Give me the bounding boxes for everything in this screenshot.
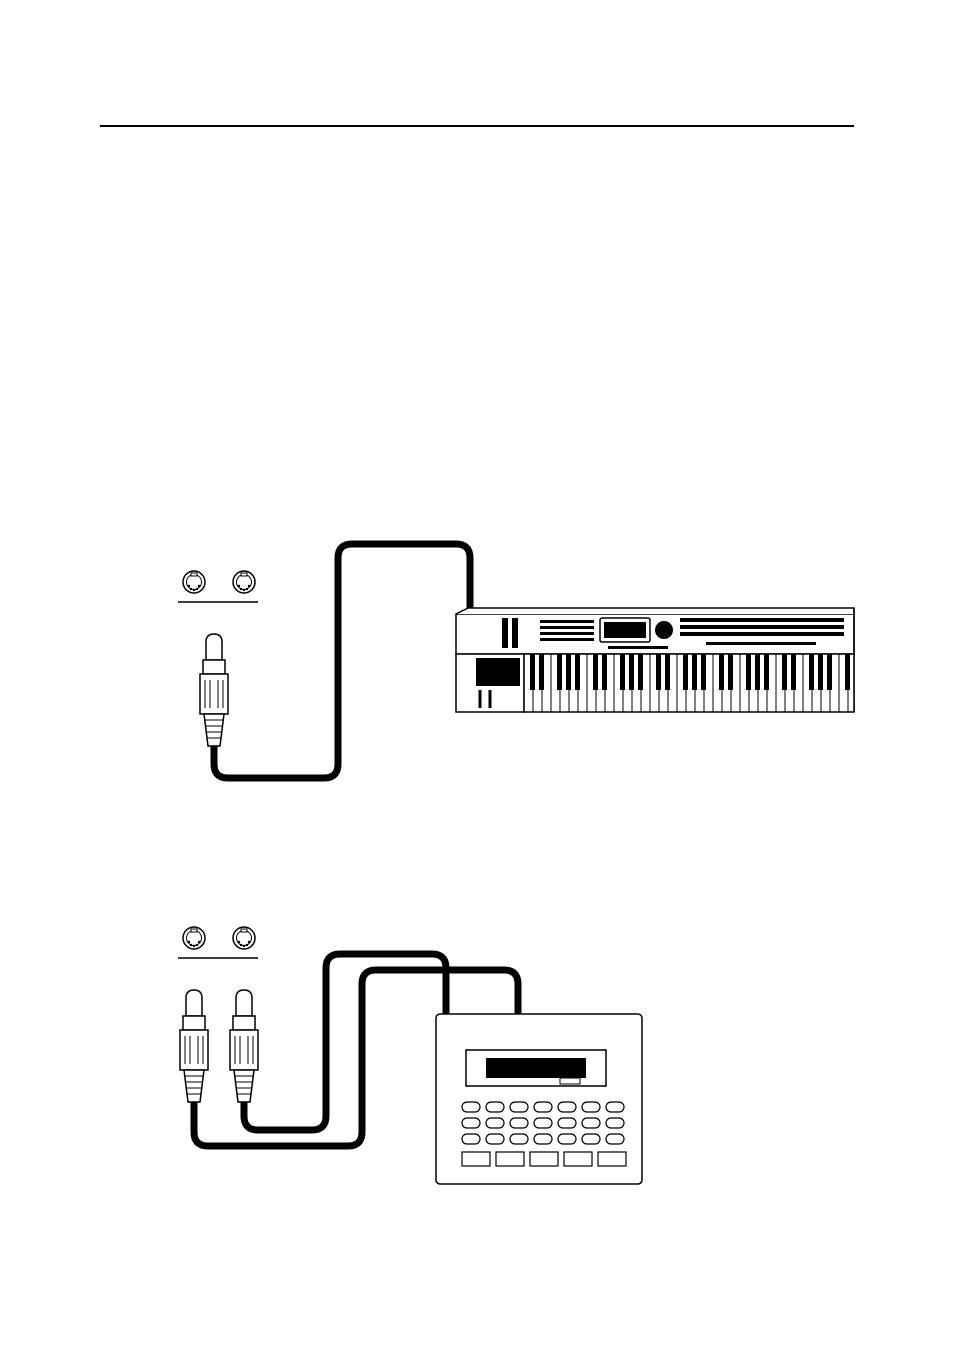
midi-out-port-icon	[233, 571, 255, 593]
midi-cable-out	[244, 954, 446, 1130]
midi-plug-icon	[200, 634, 228, 746]
midi-in-port-icon	[183, 571, 205, 593]
midi-out-port-icon	[233, 927, 255, 949]
connection-diagrams	[0, 0, 954, 1348]
midi-port-group-1	[178, 571, 258, 602]
sequencer-module-icon	[436, 1014, 642, 1184]
midi-plug-icon	[180, 990, 208, 1102]
midi-in-port-icon	[183, 927, 205, 949]
sequencer-connection-diagram	[178, 927, 642, 1184]
midi-port-group-2	[178, 927, 258, 958]
keyboard-connection-diagram	[178, 544, 854, 778]
midi-keyboard-icon	[456, 608, 854, 712]
sequencer-transport-row	[462, 1152, 626, 1166]
midi-plug-icon	[230, 990, 258, 1102]
